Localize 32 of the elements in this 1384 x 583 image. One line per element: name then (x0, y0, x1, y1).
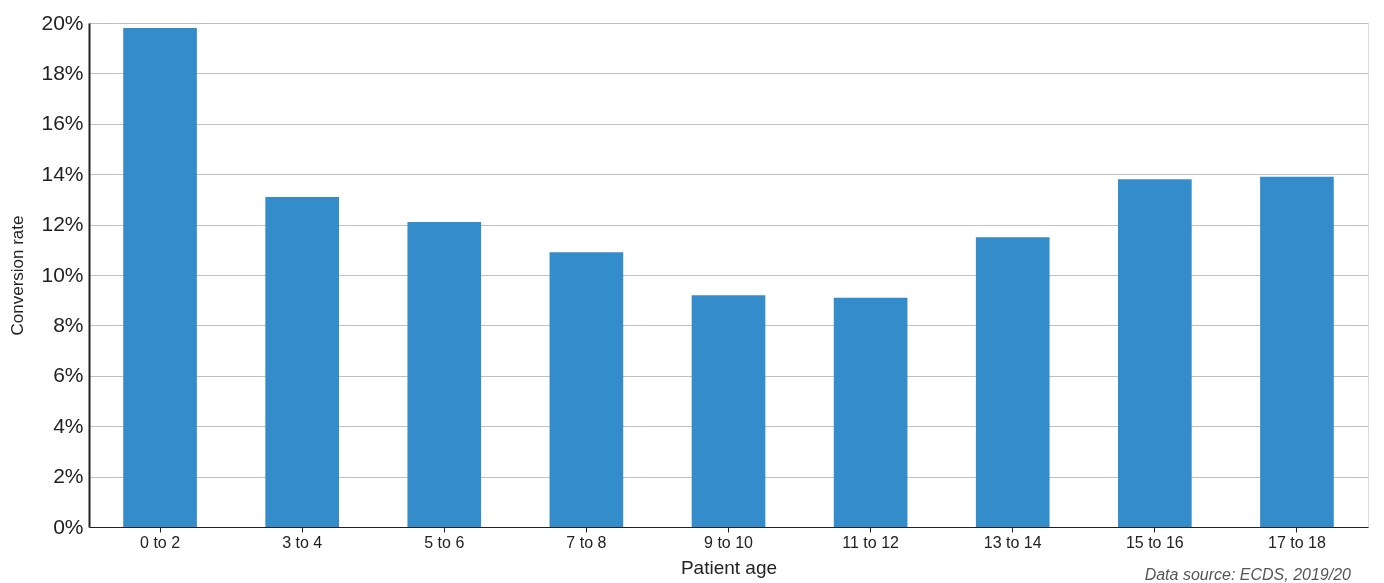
y-tick-label: 6% (53, 363, 84, 387)
bar (691, 295, 766, 527)
bar (407, 222, 482, 527)
y-tick-label: 14% (41, 161, 84, 185)
y-axis-title: Conversion rate (8, 215, 28, 336)
x-tick-label: 13 to 14 (983, 533, 1042, 551)
x-tick-label: 3 to 4 (282, 533, 323, 551)
x-tick-label: 0 to 2 (140, 533, 181, 551)
x-tick-label: 7 to 8 (566, 533, 607, 551)
bar (265, 196, 339, 527)
bar (1118, 179, 1192, 527)
y-tick-label: 10% (41, 262, 84, 286)
y-tick-label: 16% (41, 111, 84, 135)
x-tick-label: 5 to 6 (424, 533, 465, 551)
y-tick-label: 2% (53, 464, 84, 488)
x-tick-label: 17 to 18 (1268, 533, 1326, 551)
bar (833, 297, 908, 527)
x-tick-label: 15 to 16 (1125, 533, 1184, 551)
source-note: Data source: ECDS, 2019/20 (1144, 566, 1352, 583)
y-tick-label: 18% (41, 60, 84, 84)
x-axis-title: Patient age (680, 556, 778, 578)
x-tick-label: 11 to 12 (842, 533, 900, 551)
bar (1260, 176, 1334, 527)
y-tick-label: 8% (53, 312, 84, 336)
y-tick-label: 20% (41, 10, 84, 34)
x-tick-label: 9 to 10 (704, 533, 754, 551)
bar (975, 237, 1050, 527)
bar (123, 28, 197, 527)
y-tick-label: 0% (53, 514, 84, 538)
y-tick-label: 12% (41, 212, 84, 236)
bar (549, 252, 624, 527)
y-tick-label: 4% (53, 413, 84, 437)
